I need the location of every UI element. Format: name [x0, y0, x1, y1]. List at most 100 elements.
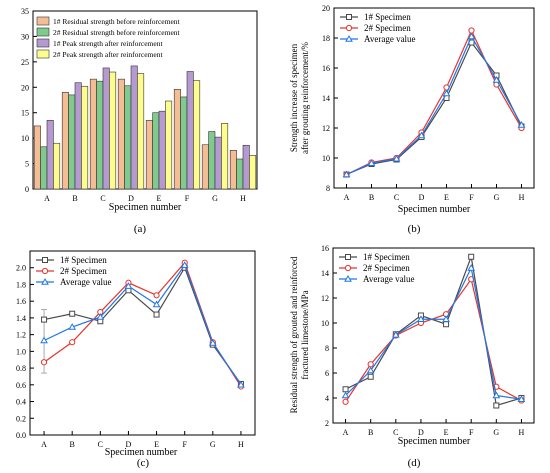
series-line — [346, 35, 523, 176]
marker-circle — [342, 398, 349, 405]
marker-circle — [69, 339, 76, 346]
panel-label: (c) — [137, 457, 150, 469]
y-tick-label: 12 — [321, 294, 329, 303]
marker-square — [41, 316, 48, 323]
marker-triangle — [467, 32, 476, 40]
bar — [137, 73, 145, 190]
x-axis-title: Specimen number — [398, 204, 471, 215]
x-tick-label: E — [154, 440, 159, 449]
x-tick-label: A — [344, 193, 350, 202]
bar — [201, 144, 209, 190]
marker-circle — [345, 24, 353, 32]
x-tick-label: D — [128, 194, 134, 203]
marker-triangle — [392, 154, 401, 162]
bar — [180, 96, 188, 190]
y-axis-title-line: fractured limestone/MPa — [300, 290, 310, 379]
y-tick-label: 6 — [325, 369, 329, 378]
y-axis-title-line: after grouting reinforcement/% — [300, 42, 310, 154]
legend-label: 2# Specimen — [60, 266, 107, 276]
marker-triangle — [492, 391, 501, 399]
marker-circle — [153, 292, 160, 299]
y-tick-label: 16 — [322, 64, 330, 73]
marker-triangle — [124, 282, 133, 289]
panel-0: 0 5 10 15 20 25 30 35 A B C D E F G H Specimen number (a)… — [21, 7, 258, 235]
y-axis-title-line: Residual strength of grouted and reinfor… — [289, 256, 299, 413]
y-tick-label: 25 — [21, 58, 29, 67]
x-tick-label: C — [100, 194, 105, 203]
marker-triangle — [492, 75, 501, 83]
marker-triangle — [391, 330, 400, 338]
x-tick-label: B — [369, 193, 374, 202]
y-tick-label: 20 — [322, 4, 330, 13]
marker-circle — [344, 264, 352, 272]
legend-swatch — [36, 38, 50, 48]
x-tick-label: D — [419, 193, 425, 202]
bar — [81, 85, 89, 190]
x-tick-label: G — [493, 428, 499, 437]
x-tick-label: G — [212, 194, 218, 203]
legend-label: 2# Peak strength after reinforcement — [53, 50, 163, 59]
bar — [61, 92, 69, 190]
bar — [40, 146, 48, 190]
y-tick-label: 16 — [321, 244, 329, 253]
y-tick-label: 0.4 — [16, 398, 26, 407]
y-tick-label: 1.8 — [16, 280, 26, 289]
series-line — [345, 277, 522, 403]
y-tick-label: 8 — [326, 184, 330, 193]
bar — [130, 65, 138, 190]
legend-label: 1# Residual strength before reinforcemen… — [53, 17, 181, 26]
legend-label: Average value — [363, 274, 415, 284]
x-tick-label: G — [210, 440, 216, 449]
panel-1: 8 10 12 14 16 18 20 A B C D E F G H Specimen number Stre… — [289, 4, 535, 235]
x-axis-title: Specimen number — [105, 447, 178, 458]
x-tick-label: D — [418, 428, 424, 437]
marker-triangle — [342, 170, 351, 178]
marker-triangle — [366, 366, 375, 374]
marker-square — [468, 253, 475, 260]
bar — [242, 144, 250, 190]
bar — [221, 123, 229, 190]
y-tick-label: 1.0 — [16, 347, 26, 356]
y-tick-label: 1.4 — [16, 314, 26, 323]
marker-square — [153, 311, 160, 318]
marker-triangle — [517, 395, 526, 402]
marker-circle — [367, 361, 374, 368]
bar — [152, 112, 160, 190]
x-tick-label: F — [182, 440, 187, 449]
marker-triangle — [367, 159, 376, 166]
marker-triangle — [517, 120, 526, 128]
legend-label: Average value — [60, 277, 112, 287]
bar — [173, 89, 181, 190]
legend-label: 2# Specimen — [364, 23, 411, 33]
y-tick-label: 30 — [21, 32, 29, 41]
bar — [208, 131, 216, 190]
x-tick-label: A — [44, 194, 50, 203]
plot-frame — [32, 10, 258, 190]
legend-swatch — [36, 16, 50, 26]
legend-swatch — [36, 49, 50, 59]
marker-triangle — [341, 391, 350, 399]
x-tick-label: D — [126, 440, 132, 449]
x-tick-label: A — [343, 428, 349, 437]
bar — [89, 78, 97, 190]
x-tick-label: F — [469, 193, 474, 202]
y-axis-title-line: Strength increase of specimen — [289, 43, 299, 152]
marker-triangle — [41, 277, 49, 285]
marker-triangle — [68, 323, 77, 330]
legend-label: 1# Specimen — [60, 255, 107, 265]
series-line — [346, 29, 523, 176]
marker-square — [69, 310, 76, 317]
panel-label: (b) — [408, 223, 421, 235]
y-tick-label: 2.0 — [16, 264, 26, 273]
bar — [193, 80, 201, 190]
x-tick-label: H — [519, 428, 525, 437]
y-tick-label: 15 — [21, 109, 29, 118]
legend-label: 2# Specimen — [363, 263, 410, 273]
marker-triangle — [467, 263, 476, 271]
series-line — [345, 254, 522, 407]
legend-swatch — [36, 27, 50, 37]
marker-triangle — [40, 336, 48, 344]
y-tick-label: 10 — [322, 154, 330, 163]
panel-label: (d) — [408, 457, 421, 469]
